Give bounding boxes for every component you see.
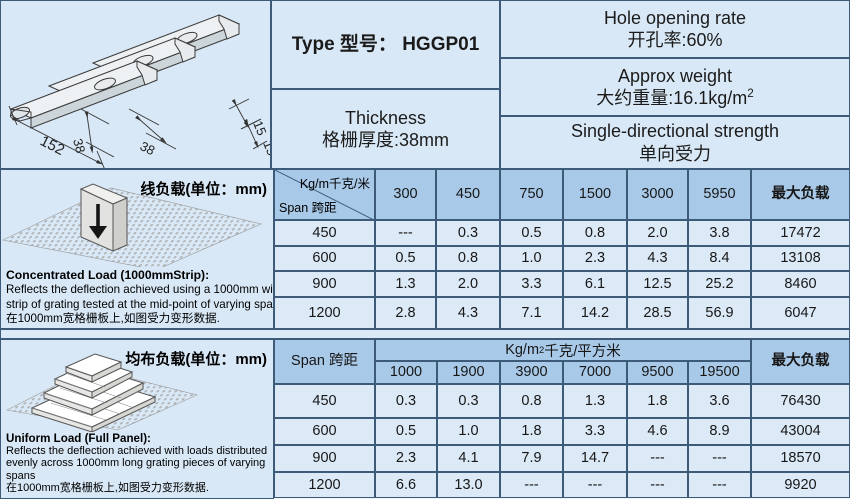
svg-text:38: 38 xyxy=(70,137,88,155)
svg-text:152: 152 xyxy=(37,132,67,159)
svg-text:15: 15 xyxy=(250,119,269,138)
svg-text:15: 15 xyxy=(260,139,271,158)
svg-text:38: 38 xyxy=(138,138,158,158)
